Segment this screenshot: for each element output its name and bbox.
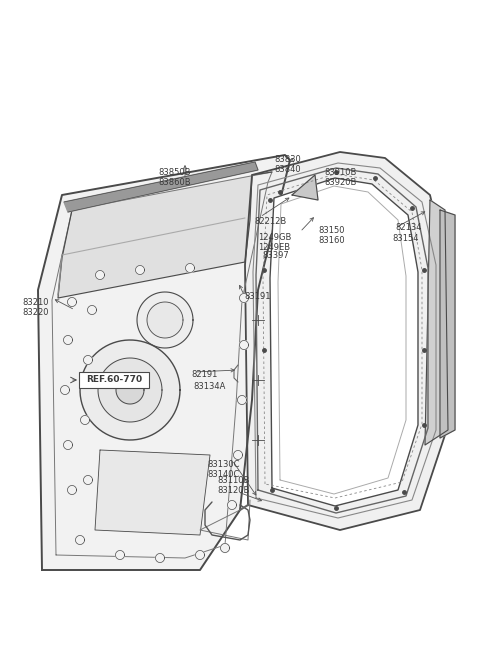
Polygon shape [440,210,455,438]
Polygon shape [238,396,247,405]
Polygon shape [98,358,162,422]
FancyBboxPatch shape [79,372,149,388]
Text: 83910B
83920B: 83910B 83920B [324,168,356,187]
Text: 83134A: 83134A [193,382,226,391]
Polygon shape [137,292,193,348]
Polygon shape [58,172,272,298]
Polygon shape [63,441,72,449]
Polygon shape [80,340,180,440]
Polygon shape [156,553,165,563]
Text: REF.60-770: REF.60-770 [86,375,142,384]
Polygon shape [95,450,210,535]
Polygon shape [38,155,290,570]
Polygon shape [228,500,237,510]
Text: 82191: 82191 [191,370,217,379]
Polygon shape [240,293,249,303]
Polygon shape [64,162,258,212]
Polygon shape [425,200,448,445]
Text: 83150
83160: 83150 83160 [318,226,345,246]
Polygon shape [147,302,183,338]
Text: 83130C
83140C: 83130C 83140C [208,460,240,479]
Text: 83191: 83191 [244,292,271,301]
Text: 83850B
83860B: 83850B 83860B [159,168,192,187]
Polygon shape [233,451,242,460]
Polygon shape [87,305,96,314]
Text: 82212B: 82212B [254,217,286,226]
Text: 83110B
83120B: 83110B 83120B [218,476,250,495]
Text: 82134: 82134 [395,223,421,232]
Text: 83154: 83154 [392,234,419,243]
Polygon shape [135,265,144,274]
Polygon shape [292,175,318,200]
Polygon shape [84,476,93,485]
Text: 83397: 83397 [262,251,289,260]
Polygon shape [84,356,93,364]
Text: 83830
83840: 83830 83840 [275,155,301,174]
Polygon shape [195,550,204,559]
Polygon shape [81,415,89,424]
Polygon shape [68,297,76,307]
Polygon shape [240,341,249,350]
Polygon shape [270,178,418,506]
Polygon shape [60,386,70,394]
Polygon shape [68,485,76,495]
Polygon shape [116,376,144,404]
Polygon shape [185,263,194,272]
Polygon shape [63,335,72,345]
Polygon shape [75,536,84,544]
Text: 1249GB
1249EB: 1249GB 1249EB [258,233,291,252]
Text: 83210
83220: 83210 83220 [22,298,48,318]
Polygon shape [96,271,105,280]
Polygon shape [116,550,124,559]
Polygon shape [220,544,229,553]
Polygon shape [245,152,445,530]
